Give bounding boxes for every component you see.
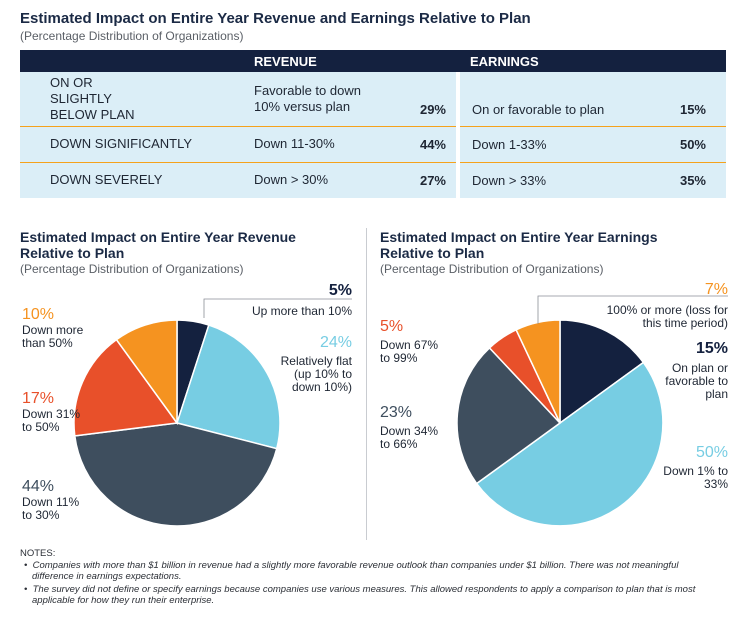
earnings-pie-slice-4	[515, 319, 561, 424]
earnings-label-down-34-66: 23% Down 34% to 66%	[380, 404, 446, 451]
page-subtitle: (Percentage Distribution of Organization…	[20, 29, 244, 43]
earnings-percent: 15%	[664, 72, 726, 126]
note-item: • Companies with more than $1 billion in…	[24, 560, 679, 582]
earnings-description: Down 1-33%	[458, 125, 664, 162]
slice-percent: 44%	[22, 478, 55, 495]
slice-percent: 10%	[22, 306, 55, 323]
earnings-pie-title: Estimated Impact on Entire Year Earnings…	[380, 229, 658, 261]
earnings-label-100-or-more: 7% 100% or more (loss for this time peri…	[588, 281, 728, 330]
earnings-description: Down > 33%	[458, 161, 664, 198]
leader-line	[203, 298, 352, 318]
revenue-description: Favorable to down 10% versus plan	[234, 72, 396, 126]
revenue-label-down-31-50: 17% Down 31% to 50%	[22, 390, 82, 434]
slice-percent: 17%	[22, 390, 55, 407]
earnings-pie-subtitle: (Percentage Distribution of Organization…	[380, 262, 604, 276]
earnings-label-down-67-99: 5% Down 67% to 99%	[380, 318, 446, 365]
revenue-label-relatively-flat: 24% Relatively flat (up 10% to down 10%)	[270, 334, 352, 394]
note-item: • The survey did not define or specify e…	[24, 584, 696, 606]
slice-percent: 50%	[695, 444, 728, 461]
revenue-pie-slice-1	[176, 324, 281, 450]
revenue-label-up-more-10: 5% Up more than 10%	[230, 282, 352, 318]
earnings-percent: 50%	[664, 125, 726, 162]
leader-line	[537, 295, 728, 324]
revenue-pie	[73, 319, 281, 527]
earnings-percent: 35%	[664, 161, 726, 198]
slice-label: On plan or favorable to plan	[665, 361, 728, 401]
slice-label: Down 11% to 30%	[22, 495, 80, 522]
row-category: DOWN SIGNIFICANTLY	[20, 125, 234, 162]
slice-label: Down 67% to 99%	[380, 338, 439, 365]
slice-label: Down 31% to 50%	[22, 407, 81, 434]
impact-table: REVENUE EARNINGS ON OR SLIGHTLY BELOW PL…	[20, 50, 726, 198]
earnings-pie	[456, 319, 664, 527]
revenue-label-down-more-50: 10% Down more than 50%	[22, 306, 98, 350]
earnings-column-header: EARNINGS	[458, 50, 726, 72]
table-row: DOWN SIGNIFICANTLY Down 11-30% 44% Down …	[20, 125, 726, 162]
revenue-pie-subtitle: (Percentage Distribution of Organization…	[20, 262, 244, 276]
revenue-pie-title: Estimated Impact on Entire Year Revenue …	[20, 229, 296, 261]
table-row: ON OR SLIGHTLY BELOW PLAN Favorable to d…	[20, 72, 726, 126]
slice-label: Down more than 50%	[22, 323, 84, 350]
row-category: ON OR SLIGHTLY BELOW PLAN	[20, 72, 234, 126]
notes-heading: NOTES:	[20, 548, 56, 559]
earnings-pie-slice-1	[475, 361, 664, 527]
earnings-label-down-1-33: 50% Down 1% to 33%	[660, 444, 728, 491]
slice-percent: 24%	[319, 334, 352, 351]
slice-percent: 23%	[380, 404, 413, 421]
revenue-percent: 29%	[396, 72, 460, 126]
slice-percent: 15%	[695, 340, 728, 357]
slice-label: Down 1% to 33%	[663, 464, 728, 491]
revenue-label-down-11-30: 44% Down 11% to 30%	[22, 478, 82, 522]
earnings-pie-slice-2	[456, 346, 562, 485]
revenue-pie-slice-4	[115, 319, 178, 426]
table-header-blank	[20, 50, 234, 72]
slice-percent: 5%	[328, 282, 352, 299]
slice-label: Down 34% to 66%	[380, 424, 439, 451]
table-header-row: REVENUE EARNINGS	[20, 50, 726, 72]
table-row: DOWN SEVERELY Down > 30% 27% Down > 33% …	[20, 161, 726, 198]
notes: NOTES: • Companies with more than $1 bil…	[20, 548, 720, 608]
revenue-percent: 27%	[396, 161, 460, 198]
revenue-description: Down 11-30%	[234, 125, 396, 162]
earnings-description: On or favorable to plan	[458, 72, 664, 126]
pie-divider	[366, 228, 367, 540]
page-title: Estimated Impact on Entire Year Revenue …	[20, 10, 531, 27]
revenue-pie-slice-3	[73, 338, 179, 437]
revenue-column-header: REVENUE	[234, 50, 458, 72]
earnings-label-on-plan: 15% On plan or favorable to plan	[660, 340, 728, 401]
row-category: DOWN SEVERELY	[20, 161, 234, 198]
revenue-pie-slice-2	[73, 422, 278, 527]
revenue-percent: 44%	[396, 125, 460, 162]
revenue-description: Down > 30%	[234, 161, 396, 198]
slice-percent: 5%	[380, 318, 404, 335]
slice-percent: 7%	[704, 281, 728, 298]
slice-label: Up more than 10%	[251, 304, 352, 318]
earnings-pie-slice-0	[559, 319, 645, 425]
slice-label: 100% or more (loss for this time period)	[606, 303, 728, 330]
slice-label: Relatively flat (up 10% to down 10%)	[280, 354, 352, 394]
leader-lines	[203, 295, 728, 324]
